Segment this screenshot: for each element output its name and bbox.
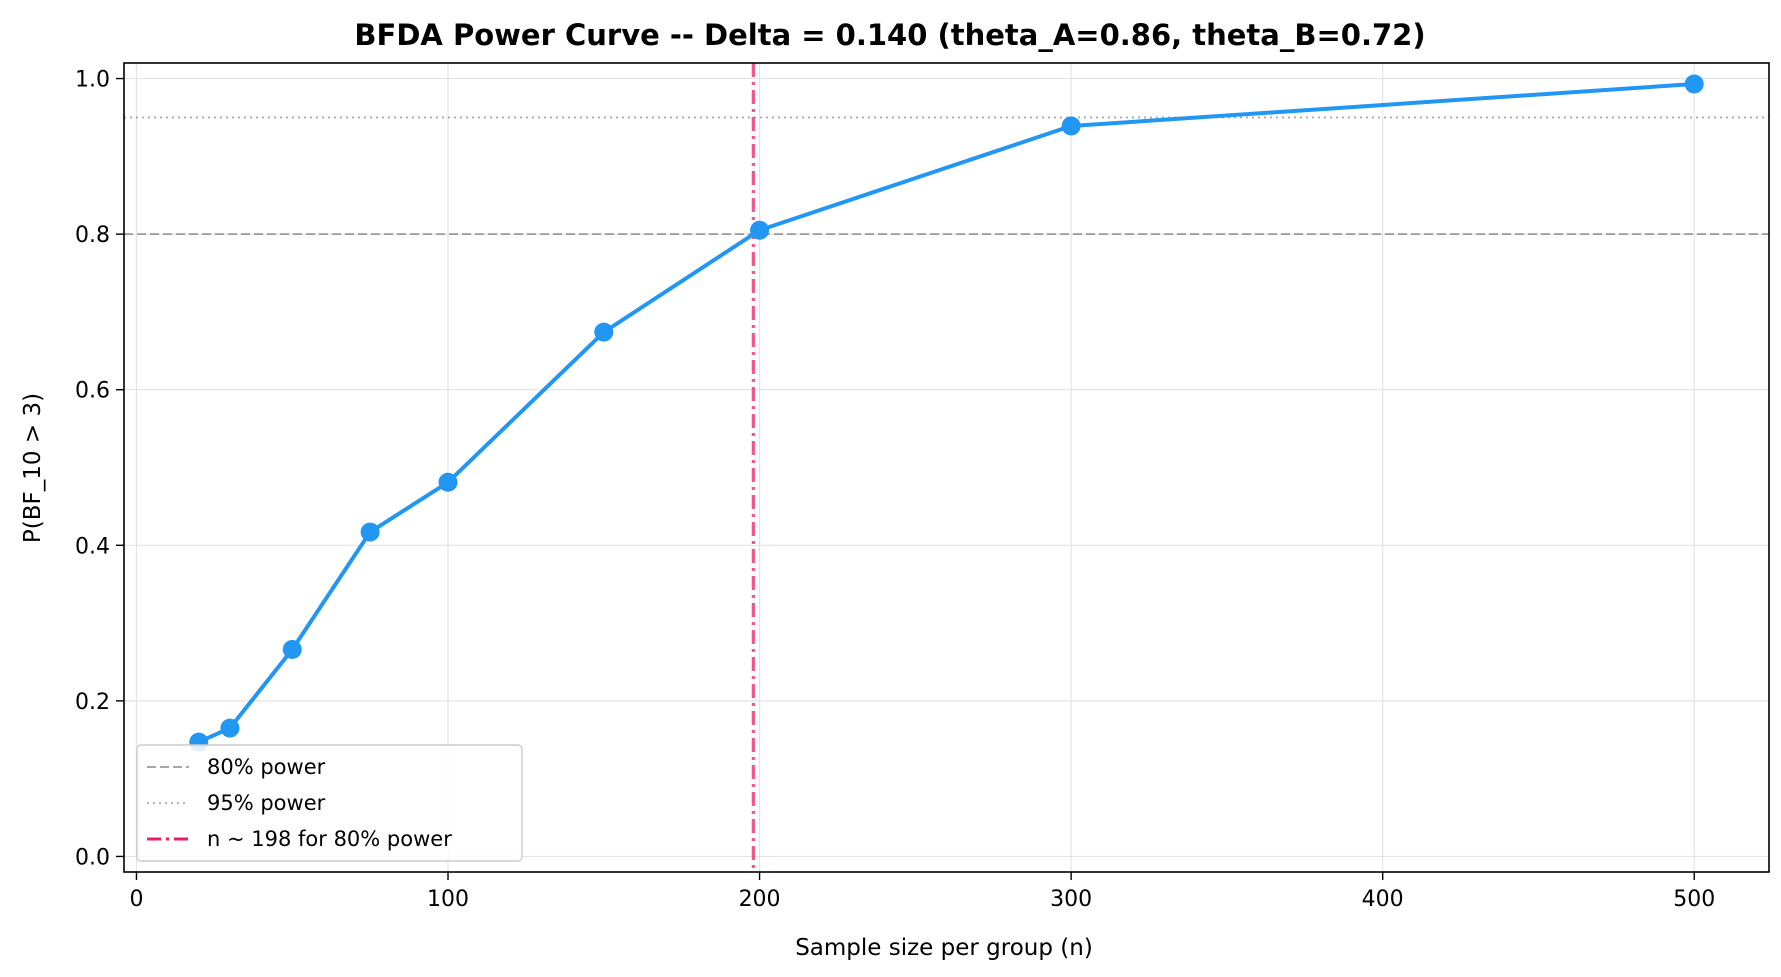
chart-title: BFDA Power Curve -- Delta = 0.140 (theta… bbox=[354, 18, 1425, 52]
y-tick-label: 0.8 bbox=[75, 223, 110, 248]
data-point bbox=[1061, 116, 1081, 136]
y-axis-label: P(BF_10 > 3) bbox=[20, 393, 46, 543]
legend-entry: 80% power bbox=[207, 755, 326, 779]
legend-box bbox=[136, 744, 523, 862]
plot-frame bbox=[123, 62, 1770, 873]
data-point bbox=[360, 522, 380, 542]
x-axis-label: Sample size per group (n) bbox=[795, 935, 1093, 961]
x-tick-label: 100 bbox=[427, 887, 469, 912]
x-tick-label: 300 bbox=[1050, 887, 1092, 912]
x-tick-label: 200 bbox=[739, 887, 781, 912]
x-tick-label: 500 bbox=[1673, 887, 1715, 912]
data-point bbox=[282, 640, 302, 660]
reference-lines bbox=[124, 63, 1769, 872]
data-point bbox=[750, 220, 770, 240]
legend-entry: 95% power bbox=[207, 791, 326, 815]
y-tick-label: 0.6 bbox=[75, 379, 110, 404]
series bbox=[189, 74, 1704, 752]
y-tick-label: 1.0 bbox=[75, 68, 110, 93]
x-tick-label: 0 bbox=[129, 887, 143, 912]
y-tick-label: 0.2 bbox=[75, 690, 110, 715]
data-point bbox=[438, 472, 458, 492]
series-line bbox=[197, 82, 1695, 744]
legend: 80% power 95% power n ~ 198 for 80% power bbox=[136, 744, 523, 862]
data-point bbox=[594, 322, 614, 342]
x-tick-label: 400 bbox=[1362, 887, 1404, 912]
data-point bbox=[220, 718, 240, 738]
data-point bbox=[1684, 74, 1704, 94]
y-tick-label: 0.0 bbox=[75, 845, 110, 870]
axis-ticks: 0 100 200 300 400 500 0.0 0.2 0.4 0.6 0.8 1.0 bbox=[75, 68, 1715, 912]
y-tick-label: 0.4 bbox=[75, 534, 110, 559]
legend-entry: n ~ 198 for 80% power bbox=[207, 827, 452, 851]
